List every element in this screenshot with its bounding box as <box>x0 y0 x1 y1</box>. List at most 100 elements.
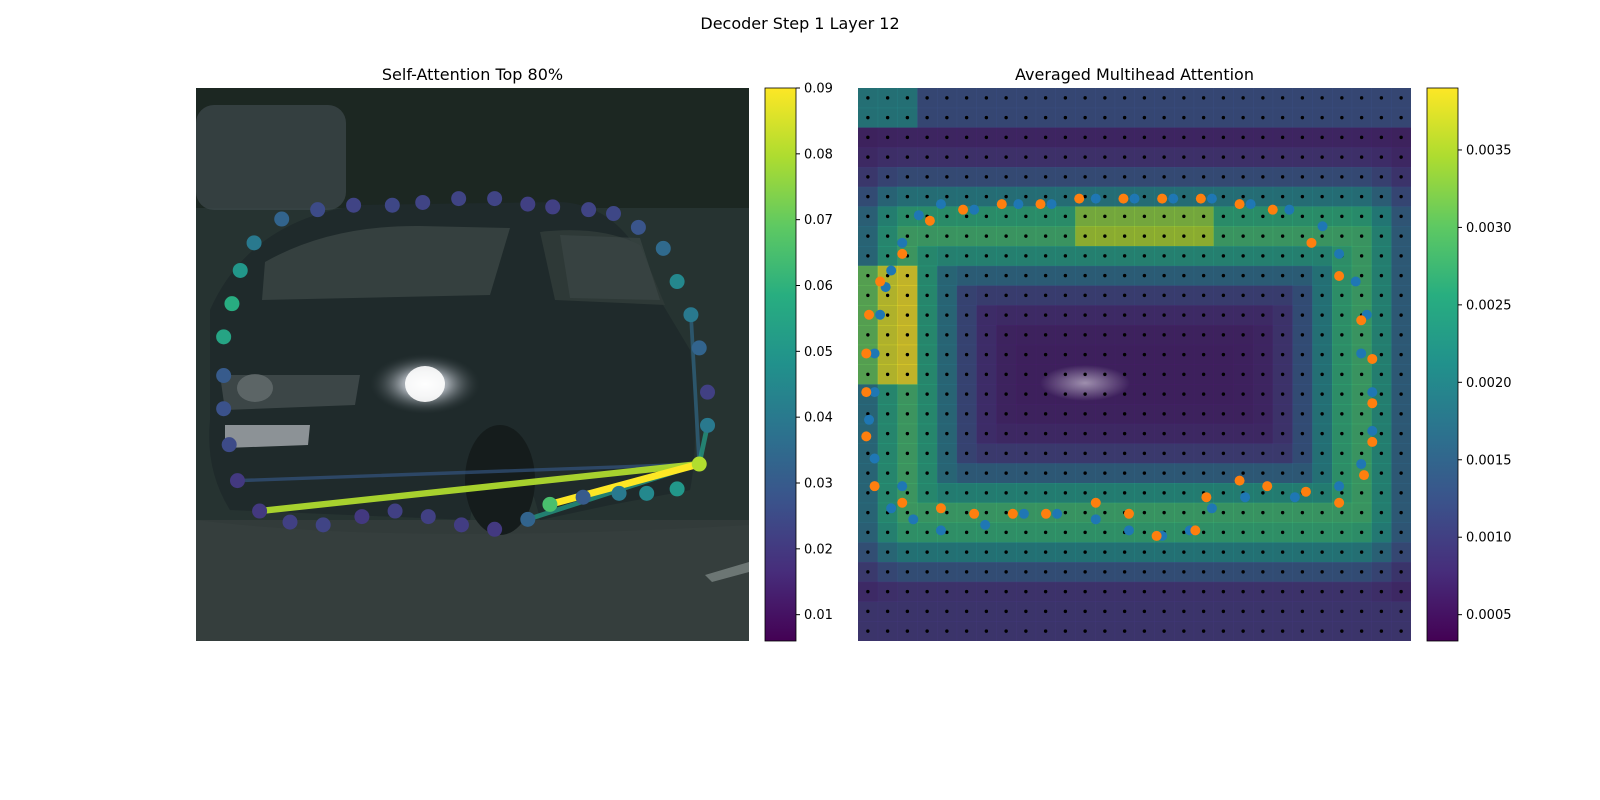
grid-dot <box>1399 254 1403 258</box>
grid-dot <box>1280 530 1285 535</box>
grid-dot <box>1043 629 1048 633</box>
grid-dot <box>1221 333 1226 337</box>
grid-dot <box>1320 254 1324 258</box>
grid-dot <box>945 175 949 179</box>
grid-dot <box>1024 570 1028 574</box>
grid-dot <box>1261 589 1265 594</box>
grid-dot <box>1024 214 1028 219</box>
grid-dot <box>925 510 929 515</box>
grid-dot <box>1182 589 1186 594</box>
grid-dot <box>905 609 910 614</box>
grid-dot <box>1004 214 1008 219</box>
colorbar-tick-label: 0.03 <box>804 477 833 492</box>
grid-dot <box>1379 589 1384 594</box>
grid-dot <box>964 629 969 633</box>
grid-dot <box>1379 352 1384 357</box>
grid-dot <box>1241 609 1245 614</box>
keypoint <box>655 240 671 256</box>
grid-dot <box>964 510 969 515</box>
grid-dot <box>984 589 989 594</box>
series-point <box>886 265 897 276</box>
grid-dot <box>1201 313 1206 317</box>
grid-dot <box>866 570 870 574</box>
grid-dot <box>1300 451 1305 456</box>
series-point <box>1123 525 1134 536</box>
grid-dot <box>1280 155 1285 159</box>
grid-dot <box>1063 352 1068 357</box>
grid-dot <box>1221 530 1226 535</box>
grid-dot <box>1280 135 1285 140</box>
grid-dot <box>925 451 929 456</box>
grid-dot <box>1379 273 1384 278</box>
grid-dot <box>1241 431 1245 436</box>
grid-dot <box>1241 372 1245 377</box>
grid-dot <box>1340 234 1344 238</box>
grid-dot <box>905 115 910 120</box>
grid-dot <box>1162 451 1166 456</box>
grid-dot <box>1103 570 1107 574</box>
series-point <box>1129 193 1140 204</box>
grid-dot <box>1221 115 1226 120</box>
grid-dot <box>1241 96 1245 100</box>
grid-dot <box>866 372 870 377</box>
grid-dot <box>964 115 969 120</box>
grid-dot <box>1083 175 1087 179</box>
grid-dot <box>1122 254 1127 258</box>
grid-dot <box>1241 313 1245 317</box>
grid-dot <box>1142 135 1147 140</box>
grid-dot <box>1122 273 1127 278</box>
grid-dot <box>925 293 929 298</box>
grid-dot <box>1399 214 1403 219</box>
grid-dot <box>1201 570 1206 574</box>
keypoint <box>581 202 597 218</box>
grid-dot <box>984 115 989 120</box>
grid-dot <box>1241 412 1245 416</box>
series-point <box>1035 199 1046 210</box>
grid-dot <box>1004 589 1008 594</box>
grid-dot <box>1122 115 1127 120</box>
grid-dot <box>866 589 870 594</box>
series-point <box>1317 221 1328 232</box>
grid-dot <box>1043 491 1048 495</box>
grid-dot <box>1320 629 1324 633</box>
grid-dot <box>1399 451 1403 456</box>
series-point <box>861 387 872 398</box>
grid-dot <box>1122 352 1127 357</box>
grid-dot <box>866 234 870 238</box>
grid-dot <box>925 372 929 377</box>
grid-dot <box>1024 609 1028 614</box>
grid-dot <box>1024 254 1028 258</box>
grid-dot <box>1399 372 1403 377</box>
grid-dot <box>984 491 989 495</box>
grid-dot <box>964 372 969 377</box>
grid-dot <box>1261 609 1265 614</box>
series-point <box>1334 497 1345 508</box>
series-point <box>1195 193 1206 204</box>
grid-dot <box>1024 313 1028 317</box>
grid-dot <box>964 96 969 100</box>
grid-dot <box>1182 510 1186 515</box>
keypoint <box>487 191 503 207</box>
grid-dot <box>1399 96 1403 100</box>
grid-dot <box>945 313 949 317</box>
grid-dot <box>1399 530 1403 535</box>
grid-dot <box>1340 510 1344 515</box>
grid-dot <box>1280 372 1285 377</box>
grid-dot <box>1004 234 1008 238</box>
grid-dot <box>1083 510 1087 515</box>
grid-dot <box>885 333 890 337</box>
grid-dot <box>1004 629 1008 633</box>
series-point <box>869 348 880 359</box>
grid-dot <box>905 313 910 317</box>
grid-dot <box>1182 115 1186 120</box>
grid-dot <box>1142 530 1147 535</box>
grid-dot <box>1162 629 1166 633</box>
grid-dot <box>1201 135 1206 140</box>
grid-dot <box>866 451 870 456</box>
grid-dot <box>1261 629 1265 633</box>
grid-dot <box>1221 550 1226 554</box>
grid-dot <box>1201 254 1206 258</box>
grid-dot <box>1083 550 1087 554</box>
keypoint <box>700 417 716 433</box>
grid-dot <box>984 214 989 219</box>
